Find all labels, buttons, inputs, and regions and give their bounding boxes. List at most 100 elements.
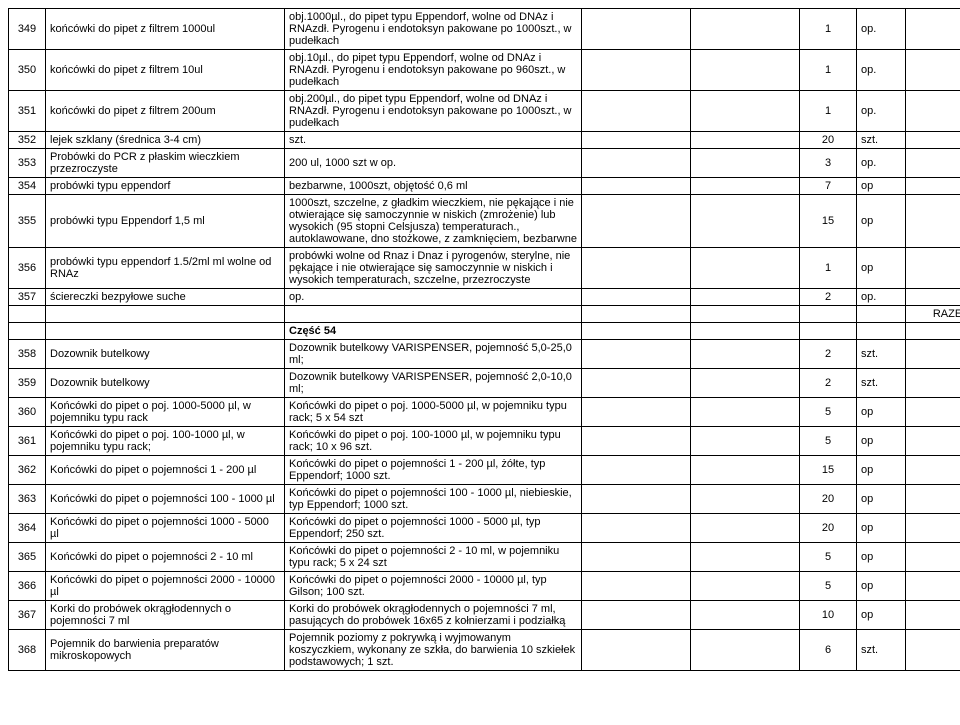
row-number: 368 — [9, 630, 46, 671]
item-name: Korki do probówek okrągłodennych o pojem… — [46, 601, 285, 630]
row-number: 351 — [9, 91, 46, 132]
unit: op. — [857, 9, 906, 50]
blank-cell — [582, 50, 691, 91]
blank-cell — [906, 572, 960, 601]
unit: szt. — [857, 369, 906, 398]
blank-cell — [906, 149, 960, 178]
blank-cell — [582, 195, 691, 248]
blank-cell — [906, 485, 960, 514]
row-number: 361 — [9, 427, 46, 456]
blank-cell — [46, 306, 285, 323]
blank-cell — [582, 132, 691, 149]
blank-cell — [800, 306, 857, 323]
quantity: 1 — [800, 248, 857, 289]
blank-cell — [691, 572, 800, 601]
blank-cell — [691, 601, 800, 630]
quantity: 6 — [800, 630, 857, 671]
blank-cell — [582, 398, 691, 427]
blank-cell — [9, 306, 46, 323]
blank-cell — [906, 132, 960, 149]
blank-cell — [857, 306, 906, 323]
table-row: 368Pojemnik do barwienia preparatów mikr… — [9, 630, 960, 671]
blank-cell — [582, 178, 691, 195]
blank-cell — [906, 514, 960, 543]
quantity: 1 — [800, 91, 857, 132]
quantity: 20 — [800, 514, 857, 543]
item-name: końcówki do pipet z filtrem 200um — [46, 91, 285, 132]
blank-cell — [906, 630, 960, 671]
blank-cell — [691, 398, 800, 427]
unit: szt. — [857, 132, 906, 149]
item-desc: Końcówki do pipet o poj. 100-1000 µl, w … — [285, 427, 582, 456]
item-desc: bezbarwne, 1000szt, objętość 0,6 ml — [285, 178, 582, 195]
blank-cell — [691, 514, 800, 543]
blank-cell — [691, 543, 800, 572]
item-name: Końcówki do pipet o poj. 1000-5000 µl, w… — [46, 398, 285, 427]
item-desc: 200 ul, 1000 szt w op. — [285, 149, 582, 178]
table-row: 364Końcówki do pipet o pojemności 1000 -… — [9, 514, 960, 543]
item-name: lejek szklany (średnica 3-4 cm) — [46, 132, 285, 149]
blank-cell — [857, 323, 906, 340]
table-row: 367Korki do probówek okrągłodennych o po… — [9, 601, 960, 630]
item-name: Końcówki do pipet o pojemności 1 - 200 µ… — [46, 456, 285, 485]
section-header-row: Część 54 — [9, 323, 960, 340]
blank-cell — [691, 456, 800, 485]
table-row: 353Probówki do PCR z płaskim wieczkiem p… — [9, 149, 960, 178]
table-row: 362Końcówki do pipet o pojemności 1 - 20… — [9, 456, 960, 485]
blank-cell — [582, 248, 691, 289]
row-number: 354 — [9, 178, 46, 195]
blank-cell — [906, 248, 960, 289]
blank-cell — [691, 323, 800, 340]
blank-cell — [582, 601, 691, 630]
item-desc: 1000szt, szczelne, z gładkim wieczkiem, … — [285, 195, 582, 248]
quantity: 5 — [800, 398, 857, 427]
unit: op — [857, 572, 906, 601]
row-number: 349 — [9, 9, 46, 50]
row-number: 360 — [9, 398, 46, 427]
row-number: 363 — [9, 485, 46, 514]
unit: op — [857, 427, 906, 456]
quantity: 7 — [800, 178, 857, 195]
blank-cell — [582, 514, 691, 543]
table-row: 366Końcówki do pipet o pojemności 2000 -… — [9, 572, 960, 601]
row-number: 355 — [9, 195, 46, 248]
table-row: 360Końcówki do pipet o poj. 1000-5000 µl… — [9, 398, 960, 427]
blank-cell — [582, 485, 691, 514]
table-row: 359Dozownik butelkowyDozownik butelkowy … — [9, 369, 960, 398]
unit: op — [857, 514, 906, 543]
item-desc: op. — [285, 289, 582, 306]
blank-cell — [691, 91, 800, 132]
item-name: Dozownik butelkowy — [46, 369, 285, 398]
item-desc: obj.10µl., do pipet typu Eppendorf, woln… — [285, 50, 582, 91]
blank-cell — [906, 323, 960, 340]
quantity: 1 — [800, 9, 857, 50]
blank-cell — [691, 369, 800, 398]
row-number: 352 — [9, 132, 46, 149]
blank-cell — [691, 289, 800, 306]
item-name: Końcówki do pipet o pojemności 2000 - 10… — [46, 572, 285, 601]
unit: op. — [857, 91, 906, 132]
item-name: końcówki do pipet z filtrem 1000ul — [46, 9, 285, 50]
item-desc: szt. — [285, 132, 582, 149]
item-desc: obj.200µl., do pipet typu Eppendorf, wol… — [285, 91, 582, 132]
blank-cell — [906, 50, 960, 91]
quantity: 15 — [800, 456, 857, 485]
item-desc: Końcówki do pipet o pojemności 100 - 100… — [285, 485, 582, 514]
blank-cell — [906, 369, 960, 398]
table-row: 355probówki typu Eppendorf 1,5 ml1000szt… — [9, 195, 960, 248]
item-name: Probówki do PCR z płaskim wieczkiem prze… — [46, 149, 285, 178]
unit: op — [857, 485, 906, 514]
blank-cell — [582, 630, 691, 671]
blank-cell — [906, 543, 960, 572]
table-row: 365Końcówki do pipet o pojemności 2 - 10… — [9, 543, 960, 572]
table-row: 350końcówki do pipet z filtrem 10ulobj.1… — [9, 50, 960, 91]
blank-cell — [582, 456, 691, 485]
unit: op. — [857, 149, 906, 178]
quantity: 1 — [800, 50, 857, 91]
blank-cell — [691, 340, 800, 369]
item-desc: Końcówki do pipet o poj. 1000-5000 µl, w… — [285, 398, 582, 427]
row-number: 350 — [9, 50, 46, 91]
item-name: probówki typu Eppendorf 1,5 ml — [46, 195, 285, 248]
item-name: probówki typu eppendorf 1.5/2ml ml wolne… — [46, 248, 285, 289]
row-number: 356 — [9, 248, 46, 289]
